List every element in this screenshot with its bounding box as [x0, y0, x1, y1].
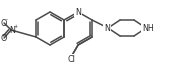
Text: N: N — [75, 7, 81, 17]
Text: N: N — [9, 25, 15, 35]
Text: Cl: Cl — [67, 55, 75, 63]
Text: O: O — [1, 19, 7, 27]
Text: NH: NH — [142, 23, 154, 33]
Text: NH: NH — [142, 23, 154, 33]
Text: N: N — [104, 23, 110, 33]
Text: N: N — [104, 23, 110, 33]
Text: N: N — [75, 7, 81, 17]
Text: +: + — [13, 23, 17, 28]
Text: Cl: Cl — [67, 55, 75, 63]
Text: -: - — [6, 18, 8, 22]
Text: O: O — [1, 34, 7, 42]
